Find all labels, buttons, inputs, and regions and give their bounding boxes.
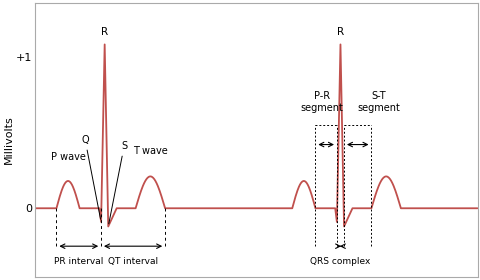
Text: T wave: T wave	[132, 146, 168, 156]
Text: P wave: P wave	[51, 152, 85, 162]
Text: QT interval: QT interval	[108, 257, 158, 266]
Text: PR interval: PR interval	[54, 257, 103, 266]
Text: S-T
segment: S-T segment	[357, 91, 399, 113]
Text: P-R
segment: P-R segment	[300, 91, 343, 113]
Text: S: S	[108, 141, 127, 224]
Text: R: R	[101, 27, 108, 37]
Y-axis label: Millivolts: Millivolts	[3, 116, 13, 164]
Text: Q: Q	[81, 135, 100, 219]
Text: R: R	[336, 27, 343, 37]
Text: QRS complex: QRS complex	[310, 257, 370, 266]
